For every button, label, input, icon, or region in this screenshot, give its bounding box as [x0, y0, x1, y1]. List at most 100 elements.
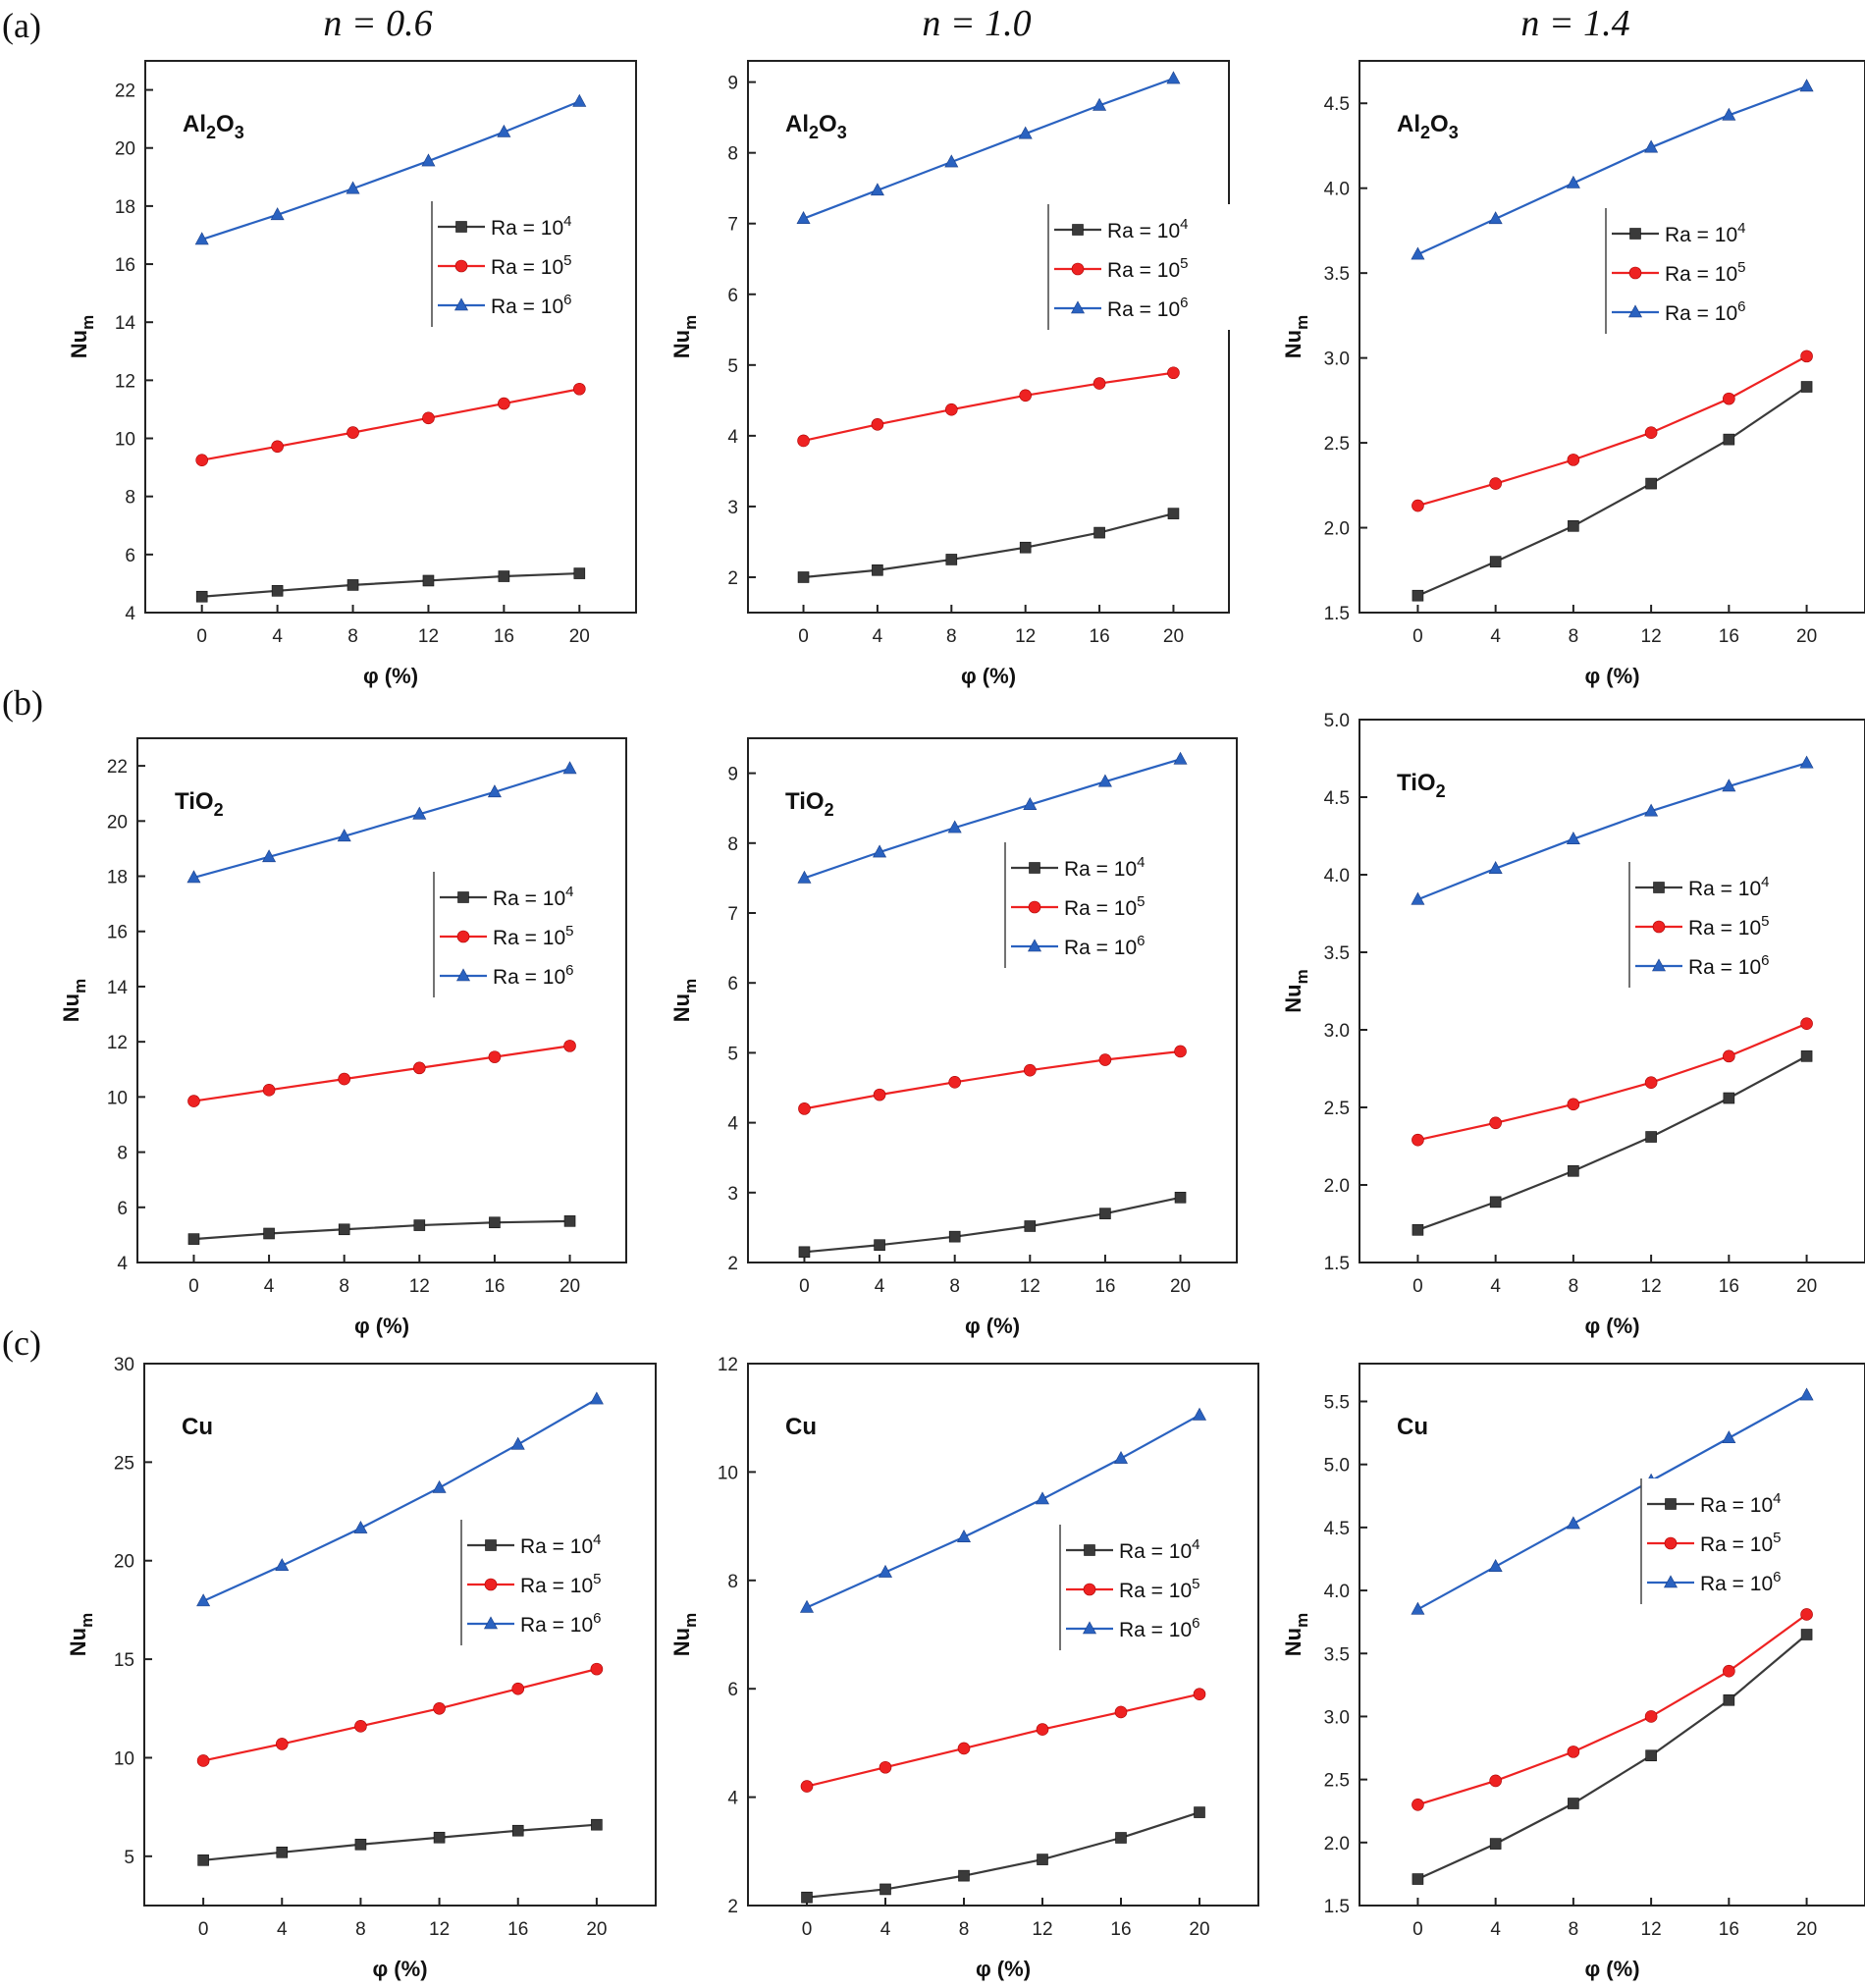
legend: Ra = 104 Ra = 105 Ra = 106	[431, 201, 609, 327]
data-point-ra5	[338, 1072, 350, 1086]
x-tick-label: 4	[1490, 626, 1501, 647]
legend-label-ra4: Ra = 104	[1107, 216, 1188, 242]
legend: Ra = 104 Ra = 105 Ra = 106	[1004, 842, 1174, 968]
x-axis-title: φ (%)	[354, 1314, 409, 1338]
series-line-ra4	[806, 1811, 1200, 1899]
y-tick-label: 2	[727, 1254, 738, 1274]
y-tick-label: 4.5	[1324, 94, 1350, 115]
x-tick-label: 0	[1412, 626, 1423, 647]
material-label: Al2O3	[183, 111, 244, 142]
data-point-ra4	[346, 579, 359, 591]
chart-b-n06: 4 6 8 10 12 14 16 18 20 22 0 4 8 12 16 20 φ (%) Num TiO2 Ra…	[59, 737, 627, 1338]
series-line-ra5	[202, 1668, 598, 1762]
y-tick-label: 4	[727, 1789, 738, 1809]
data-point-ra5	[590, 1662, 604, 1676]
column-header-n10: n = 1.0	[922, 3, 1031, 44]
data-point-ra4	[276, 1847, 289, 1858]
data-point-ra4	[1019, 541, 1032, 554]
data-point-ra5	[1036, 1723, 1049, 1736]
data-point-ra4	[958, 1869, 970, 1882]
x-tick-label: 4	[875, 1276, 885, 1297]
data-point-ra5	[957, 1742, 971, 1755]
y-axis-title: Num	[1281, 1613, 1311, 1656]
x-axis-title: φ (%)	[372, 1957, 427, 1981]
data-point-ra6	[275, 1558, 290, 1572]
chart-b-n14: 1.5 2.0 2.5 3.0 3.5 4.0 4.5 5.0 0 4 8 12 16 20 φ (%) Nu…	[1281, 711, 1865, 1338]
data-point-ra4	[263, 1227, 275, 1240]
y-tick-label: 6	[727, 1680, 738, 1700]
data-point-ra4	[1115, 1832, 1127, 1844]
x-tick-label: 20	[1796, 626, 1817, 647]
data-point-ra4	[1167, 508, 1180, 519]
y-axis-title: Num	[1281, 969, 1311, 1012]
legend-label-ra4: Ra = 104	[1665, 220, 1745, 246]
data-point-ra4	[1800, 1629, 1813, 1640]
y-tick-label: 6	[125, 546, 135, 566]
column-header-n14: n = 1.4	[1520, 3, 1629, 44]
legend-swatch-marker	[1070, 300, 1086, 314]
data-point-ra4	[879, 1883, 891, 1896]
data-point-ra5	[1489, 477, 1502, 490]
data-point-ra4	[413, 1219, 426, 1231]
data-point-ra4	[1645, 1131, 1657, 1143]
data-point-ra5	[498, 397, 510, 410]
material-label: TiO2	[1397, 770, 1446, 801]
x-tick-label: 8	[1569, 1919, 1579, 1940]
data-point-ra6	[346, 181, 360, 194]
data-point-ra6	[562, 761, 577, 775]
data-point-ra5	[879, 1760, 892, 1774]
data-point-ra5	[413, 1061, 426, 1075]
y-tick-label: 4.0	[1324, 866, 1350, 887]
legend-label-ra4: Ra = 104	[1700, 1490, 1781, 1517]
data-point-ra5	[1412, 499, 1424, 512]
series-line-ra5	[193, 1045, 570, 1102]
data-point-ra4	[433, 1831, 446, 1844]
data-point-ra5	[433, 1701, 446, 1715]
y-tick-label: 4	[727, 1114, 738, 1135]
data-point-ra6	[572, 93, 587, 107]
x-tick-label: 4	[880, 1919, 891, 1940]
series-line-ra6	[202, 1398, 598, 1602]
x-tick-label: 20	[1796, 1276, 1817, 1297]
series-line-ra5	[201, 388, 580, 461]
data-point-ra4	[1723, 433, 1735, 446]
legend-swatch-marker	[1652, 920, 1666, 934]
y-tick-label: 7	[727, 904, 738, 925]
legend-swatch-marker	[1029, 862, 1040, 874]
data-point-ra4	[1174, 1191, 1187, 1204]
data-point-ra4	[1568, 1164, 1579, 1177]
data-point-ra5	[271, 440, 284, 454]
data-point-ra6	[487, 784, 502, 798]
data-point-ra5	[422, 411, 435, 425]
series-line-ra6	[201, 100, 580, 241]
data-point-ra4	[948, 1230, 961, 1243]
series-line-ra6	[1417, 762, 1807, 901]
data-point-ra4	[354, 1838, 367, 1851]
y-tick-label: 8	[727, 1572, 738, 1592]
data-point-ra4	[1037, 1854, 1048, 1865]
y-tick-label: 8	[727, 144, 738, 165]
data-point-ra6	[1018, 126, 1033, 139]
data-point-ra5	[871, 418, 884, 431]
y-tick-label: 2	[727, 1897, 738, 1917]
y-tick-label: 3.5	[1324, 264, 1350, 285]
legend: Ra = 104 Ra = 105 Ra = 106	[1628, 862, 1798, 988]
legend: Ra = 104 Ra = 105 Ra = 106	[1059, 1525, 1237, 1650]
series-line-ra6	[803, 77, 1174, 220]
y-axis-title: Num	[59, 979, 89, 1022]
legend-label-ra5: Ra = 105	[1688, 913, 1769, 940]
legend-swatch-marker	[485, 1539, 497, 1551]
x-tick-label: 20	[586, 1919, 607, 1940]
y-tick-label: 30	[114, 1355, 134, 1375]
y-tick-label: 3.5	[1324, 943, 1350, 964]
y-tick-label: 18	[115, 197, 135, 218]
legend-swatch-marker	[453, 297, 469, 311]
plot-frame	[747, 1363, 1259, 1907]
y-axis-title: Num	[669, 979, 700, 1022]
series-line-ra5	[1417, 1613, 1808, 1806]
x-tick-label: 4	[272, 626, 283, 647]
data-point-ra4	[573, 567, 586, 579]
